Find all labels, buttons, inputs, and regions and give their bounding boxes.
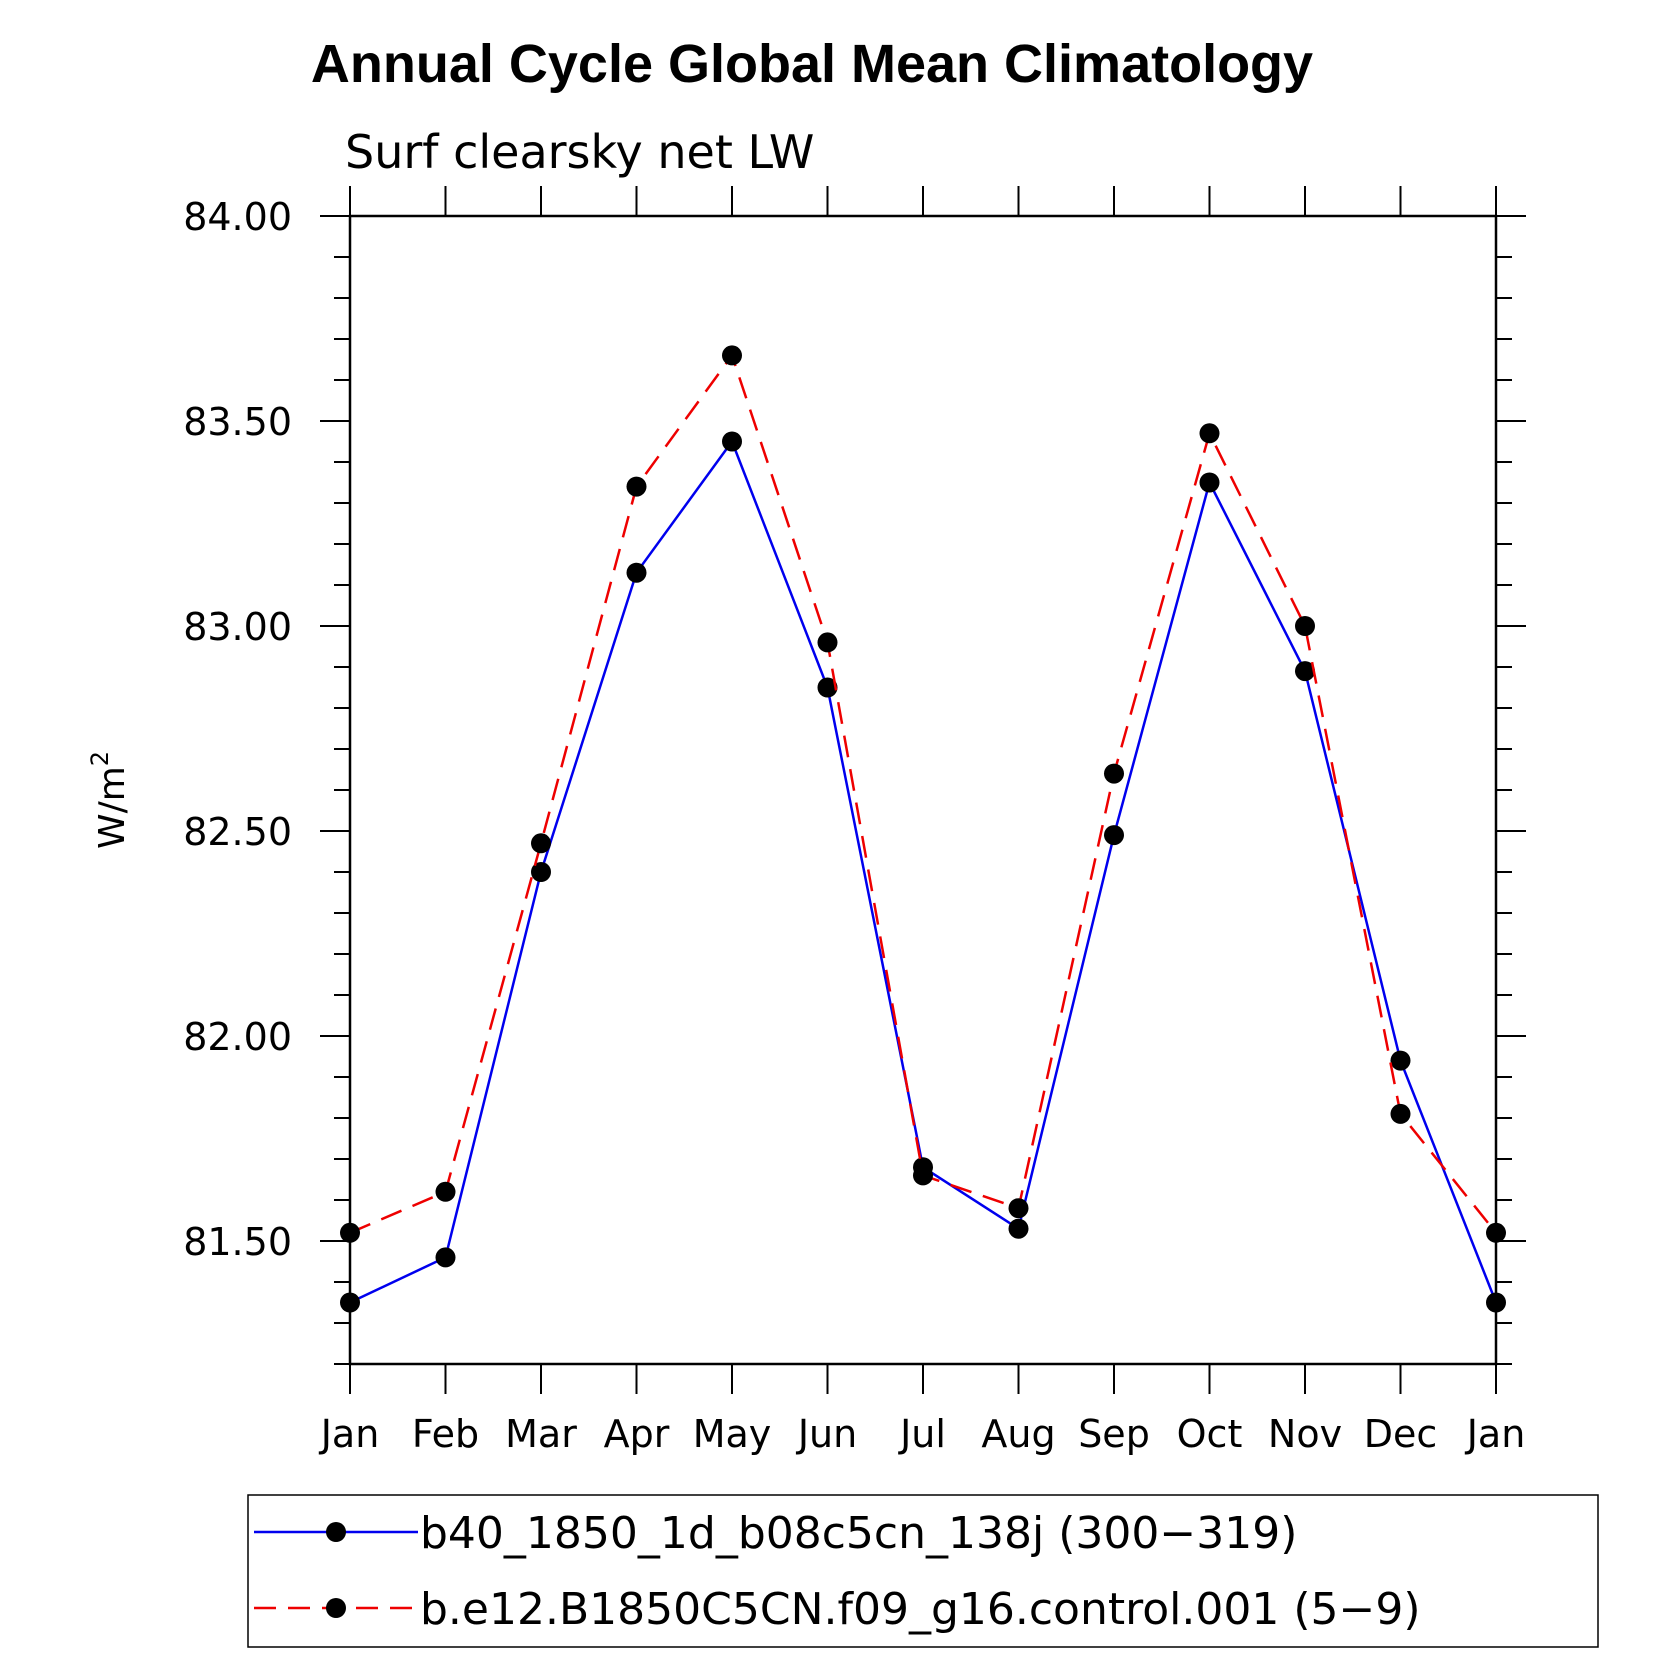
data-point <box>340 1222 360 1243</box>
data-point <box>1008 1218 1029 1239</box>
data-point <box>817 632 838 653</box>
x-tick-label: Jan <box>319 1412 380 1456</box>
data-point <box>626 562 647 583</box>
legend-items: b40_1850_1d_b08c5cn_138j (300−319) b.e12.… <box>254 1508 1421 1635</box>
y-tick-label: 84.00 <box>183 195 292 239</box>
data-point <box>1199 472 1220 493</box>
y-tick-label: 81.50 <box>183 1220 292 1264</box>
data-point <box>722 345 742 366</box>
legend-item-1: b40_1850_1d_b08c5cn_138j (300−319) <box>254 1508 1297 1559</box>
data-point <box>1104 763 1124 784</box>
x-tick-label: Feb <box>412 1412 479 1456</box>
data-point <box>435 1181 456 1202</box>
data-point <box>340 1292 360 1313</box>
legend-label: b40_1850_1d_b08c5cn_138j (300−319) <box>420 1508 1297 1559</box>
x-tick-label: May <box>693 1412 772 1456</box>
legend-marker <box>326 1522 346 1542</box>
x-tick-label: Aug <box>981 1412 1055 1456</box>
plot-border <box>348 214 1498 1366</box>
plot-frame <box>348 214 1498 1366</box>
x-tick-label: Dec <box>1364 1412 1438 1456</box>
data-point <box>1008 1198 1029 1219</box>
data-point <box>1390 1050 1411 1071</box>
data-point <box>1390 1103 1411 1124</box>
data-point <box>722 431 742 452</box>
x-tick-label: Nov <box>1268 1412 1342 1456</box>
series-2 <box>340 345 1506 1243</box>
data-point <box>1199 423 1220 444</box>
chart-title: Annual Cycle Global Mean Climatology <box>311 34 1313 94</box>
legend-marker <box>326 1598 346 1618</box>
data-point <box>1295 616 1315 636</box>
y-tick-label: 82.00 <box>183 1015 292 1059</box>
x-tick-label: Jun <box>796 1412 857 1456</box>
y-tick-label: 83.50 <box>183 400 292 444</box>
y-tick-label: 82.50 <box>183 810 292 854</box>
data-point <box>435 1247 456 1268</box>
chart-subtitle: Surf clearsky net LW <box>345 125 814 179</box>
x-tick-label: Jul <box>898 1412 946 1456</box>
x-tick-label: Sep <box>1078 1412 1150 1456</box>
data-point <box>1486 1292 1506 1313</box>
data-point <box>531 833 551 854</box>
y-tick-label: 83.00 <box>183 605 292 649</box>
legend-item-2: b.e12.B1850C5CN.f09_g16.control.001 (5−9… <box>254 1584 1421 1635</box>
data-point <box>1486 1222 1506 1243</box>
y-axis-label-text: W/m <box>92 766 133 849</box>
x-tick-label: Mar <box>505 1412 577 1456</box>
x-tick-label: Jan <box>1465 1412 1526 1456</box>
data-point <box>1104 825 1124 846</box>
x-tick-label: Oct <box>1177 1412 1243 1456</box>
x-tick-label: Apr <box>604 1412 670 1456</box>
legend-box <box>247 1494 1599 1648</box>
series-group <box>340 345 1506 1313</box>
y-axis: 81.50 82.00 82.50 83.00 83.50 84.00 <box>183 195 1526 1365</box>
data-point <box>626 476 647 497</box>
x-axis: Jan Feb Mar Apr May Jun Jul Aug Sep Oct Nov Dec Jan <box>319 186 1526 1456</box>
y-axis-label-superscript: 2 <box>86 751 114 766</box>
legend: b40_1850_1d_b08c5cn_138j (300−319) b.e12.… <box>247 1494 1599 1648</box>
data-point <box>531 862 551 882</box>
y-axis-label: W/m2 <box>86 751 133 849</box>
data-point <box>817 677 838 698</box>
data-point <box>913 1165 933 1186</box>
legend-label: b.e12.B1850C5CN.f09_g16.control.001 (5−9… <box>420 1584 1421 1635</box>
data-point <box>1295 661 1315 682</box>
series-line <box>349 352 1497 1234</box>
